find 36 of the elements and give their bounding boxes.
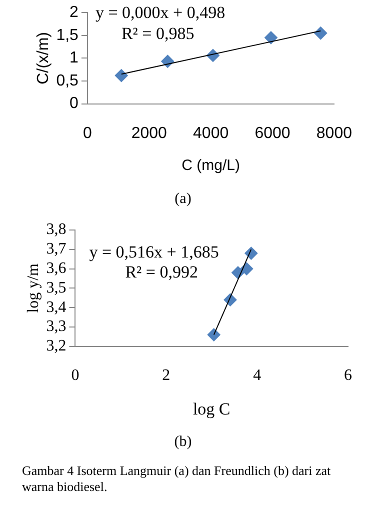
point — [207, 328, 220, 342]
annotation: R² = 0,992 — [125, 262, 198, 282]
x-tick-label: 6000 — [254, 124, 290, 142]
x-tick-label: 2 — [162, 367, 170, 384]
x-tick-label: 4000 — [193, 124, 229, 142]
x-tick-label: 4 — [253, 367, 262, 384]
y-tick-label: 3,4 — [46, 298, 66, 316]
y-tick-label: 3,8 — [46, 221, 66, 238]
y-tick-label: 3,7 — [46, 240, 66, 258]
y-tick-label: 3,5 — [46, 279, 66, 296]
point — [114, 69, 128, 82]
text: (a) — [174, 191, 192, 208]
x-axis-title: log C — [192, 399, 230, 418]
y-tick-label: 3,2 — [46, 338, 66, 355]
y-tick-label: 0 — [70, 95, 79, 112]
annotation: y = 0,516x + 1,685 — [89, 242, 219, 262]
annotation: y = 0,000x + 0,498 — [95, 3, 226, 22]
x-tick-label: 0 — [82, 124, 92, 142]
annotation: R² = 0,985 — [121, 24, 194, 44]
x-tick-label: 2000 — [131, 124, 168, 142]
x-tick-label: 6 — [344, 367, 352, 384]
y-tick-label: 0,5 — [56, 72, 79, 90]
text: (b) — [173, 434, 193, 451]
y-tick-label: 3,3 — [46, 318, 66, 336]
point — [264, 31, 278, 44]
y-axis-title: log y/m — [24, 262, 42, 313]
x-axis-title: C (mg/L) — [182, 157, 240, 174]
x-tick-label: 8000 — [316, 124, 352, 142]
text: Gambar 4 Isoterm Langmuir (a) dan Freundlich (b) dari zat warna biodiesel. — [22, 463, 332, 495]
point — [240, 262, 254, 276]
point — [314, 26, 328, 40]
y-tick-label: 3,6 — [46, 260, 66, 278]
y-tick-label: 1 — [70, 50, 79, 67]
y-tick-label: 2 — [70, 4, 79, 22]
y-tick-label: 1,5 — [56, 26, 79, 44]
y-axis-title: C/(x/m) — [35, 32, 52, 84]
